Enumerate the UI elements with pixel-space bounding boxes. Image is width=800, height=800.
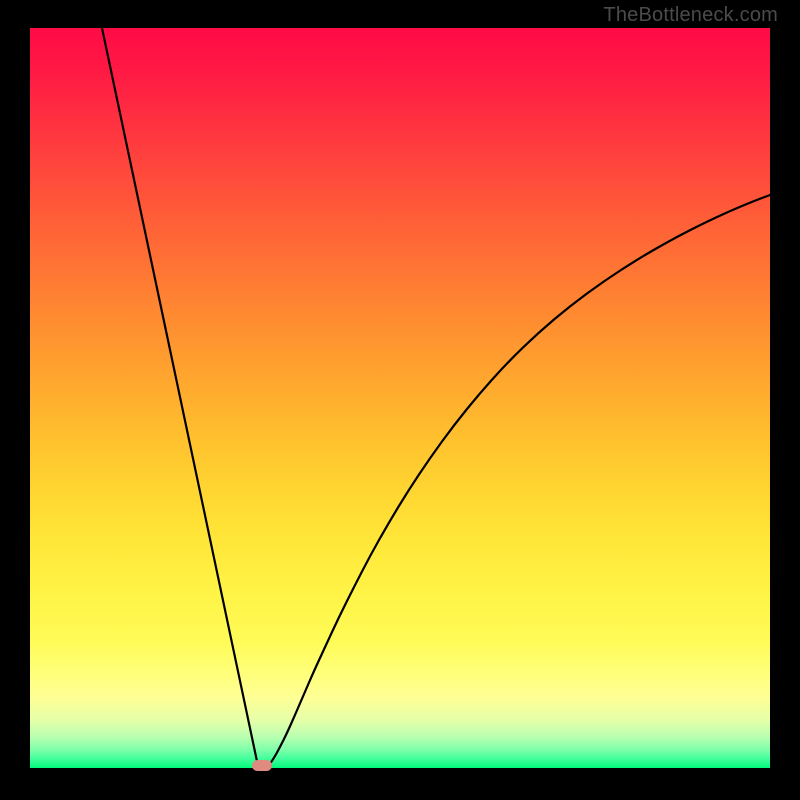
watermark-text: TheBottleneck.com	[603, 4, 778, 27]
bottleneck-curve	[30, 28, 770, 768]
optimum-marker	[252, 760, 272, 771]
chart-frame: TheBottleneck.com	[0, 0, 800, 800]
plot-area	[30, 28, 770, 768]
